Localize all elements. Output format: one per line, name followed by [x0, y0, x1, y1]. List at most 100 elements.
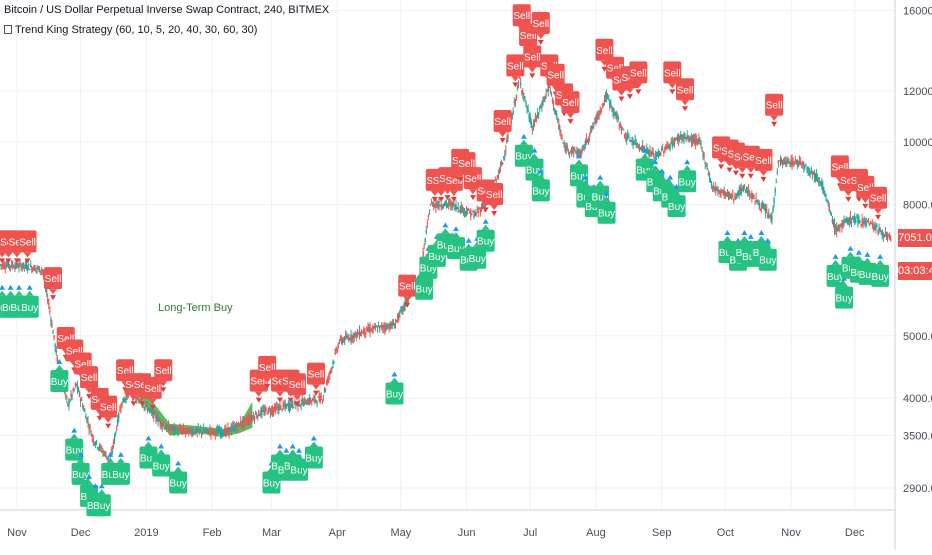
candle-body [813, 173, 816, 179]
candle-body [72, 389, 74, 392]
buy-signal: Buy [92, 483, 111, 517]
time-tick-label: Nov [7, 527, 27, 539]
candle-body [862, 221, 864, 225]
candle-body [657, 152, 660, 155]
buy-signal-box [476, 229, 495, 252]
sell-signal-label: Sell [144, 384, 161, 395]
candle-body [770, 216, 772, 220]
candle-body [337, 344, 339, 348]
candle-body [441, 206, 443, 208]
candle-body [479, 208, 482, 213]
sell-signal-label: Sell [494, 117, 511, 128]
down-arrow-icon [747, 173, 754, 179]
candle-body [14, 265, 16, 269]
candle-body [793, 163, 795, 165]
buy-signal-label: Buy [585, 202, 602, 213]
buy-signal-pointer [854, 255, 863, 261]
buy-signal-box [826, 264, 845, 287]
candle-body [651, 151, 653, 154]
sell-signal: Sell [561, 91, 580, 125]
candle-body [696, 139, 698, 141]
candle-body [4, 267, 7, 269]
candle-body [95, 440, 98, 444]
buy-signal-box [304, 446, 323, 469]
candle-body [541, 105, 543, 107]
buy-signal-pointer [530, 153, 539, 159]
candle-body [90, 433, 92, 436]
sell-signal-pointer [528, 67, 537, 73]
candle-body [387, 324, 389, 327]
candle-body [347, 337, 349, 339]
time-tick-label: Nov [781, 527, 801, 539]
candle-body [780, 160, 783, 164]
candle-body [760, 203, 763, 208]
up-arrow-icon [747, 233, 754, 239]
candle-body [858, 218, 860, 220]
candle-body [434, 205, 436, 207]
buy-signal-pointer [581, 180, 590, 186]
sell-signal-label: Sell [117, 366, 134, 377]
buy-signal: Buy [385, 371, 404, 405]
candle-body [789, 164, 791, 166]
buy-signal-pointer [602, 196, 611, 202]
candle-body [231, 425, 233, 430]
candle-body [33, 265, 35, 271]
candle-body [874, 226, 876, 230]
candle-body [295, 404, 297, 406]
candle-body [332, 362, 334, 364]
buy-signal-pointer [481, 224, 490, 230]
candle-body [18, 263, 20, 268]
candle-body [172, 426, 174, 428]
candle-body [681, 136, 683, 139]
down-arrow-icon [13, 258, 20, 264]
candle-body [160, 421, 162, 427]
candle-body [664, 147, 666, 151]
candle-body [217, 431, 220, 434]
candle-body [887, 234, 890, 236]
candle-body [278, 405, 280, 411]
candle-body [342, 339, 345, 342]
candle-body [600, 110, 602, 112]
candle-body [694, 137, 697, 144]
candle-body [798, 160, 801, 165]
buy-signal-label: Buy [170, 479, 187, 490]
candle-body [16, 263, 18, 266]
buy-signal-box [597, 201, 616, 224]
candle-body [103, 452, 105, 456]
down-arrow-icon [760, 176, 767, 182]
candle-body [302, 402, 304, 406]
candle-body [621, 127, 624, 130]
price-tick-label: 3500.0 [903, 430, 932, 442]
candle-body [53, 335, 55, 339]
candle-body [157, 416, 159, 423]
candle-body [402, 305, 404, 310]
candle-body [537, 112, 540, 114]
candle-body [726, 191, 729, 196]
candle-body [563, 144, 565, 147]
candle-body [775, 181, 777, 183]
candle-body [607, 98, 610, 100]
sell-signal-label: Sell [547, 71, 564, 82]
candle-body [281, 409, 283, 411]
candle-body [815, 174, 818, 179]
candle-body [263, 410, 265, 414]
candle-body [299, 405, 301, 407]
candle-body [19, 262, 21, 264]
candle-body [617, 117, 619, 120]
candle-body [353, 333, 355, 339]
sell-signal: Sell [99, 395, 118, 429]
candle-body [854, 216, 856, 221]
candle-body [377, 325, 380, 327]
candle-body [797, 164, 800, 166]
indicator-legend[interactable]: Trend King Strategy (60, 10, 5, 20, 40, … [4, 24, 257, 36]
candle-body [455, 204, 457, 210]
up-arrow-icon [26, 284, 33, 290]
candle-body [448, 202, 451, 204]
candle-body [142, 405, 144, 407]
candle-body [886, 235, 889, 240]
candle-body [254, 413, 257, 415]
candle-body [784, 160, 786, 165]
candle-body [36, 266, 38, 269]
